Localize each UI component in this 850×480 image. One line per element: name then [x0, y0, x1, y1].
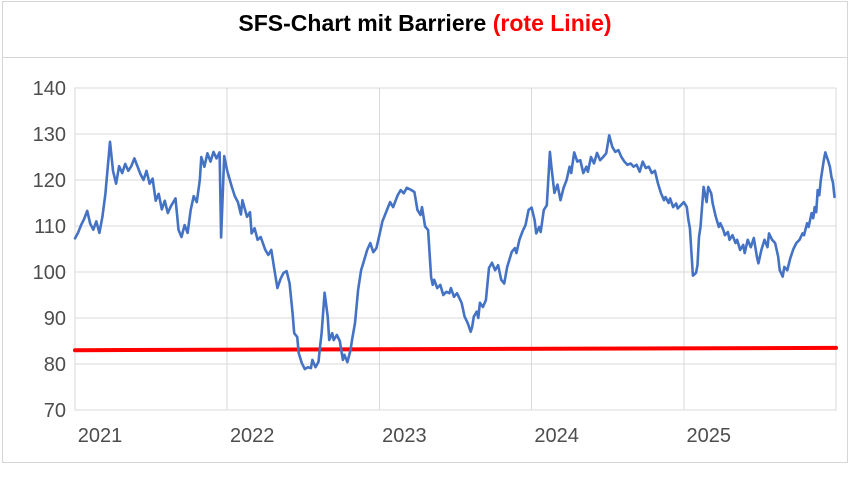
chart-title-highlight: (rote Linie) [492, 10, 612, 36]
y-tick-label: 70 [44, 400, 66, 422]
y-tick-label: 140 [33, 78, 66, 100]
y-tick-label: 120 [33, 170, 66, 192]
y-tick-label: 110 [34, 216, 66, 238]
x-tick-label: 2024 [534, 425, 579, 447]
x-tick-label: 2022 [230, 425, 275, 447]
series-line [73, 134, 836, 371]
y-tick-label: 130 [33, 124, 66, 146]
x-tick-label: 2025 [687, 425, 732, 447]
barrier-line [73, 345, 838, 353]
y-tick-label: 100 [33, 262, 66, 284]
chart-title: SFS-Chart mit Barriere (rote Linie) [0, 10, 850, 37]
y-tick-label: 90 [44, 308, 66, 330]
chart-title-main: SFS-Chart mit Barriere [238, 10, 493, 36]
chart-frame [2, 1, 848, 463]
x-tick-label: 2023 [382, 425, 427, 447]
x-tick-label: 2021 [78, 425, 123, 447]
title-divider [2, 57, 848, 58]
y-tick-label: 80 [44, 354, 66, 376]
plot-border [74, 87, 837, 411]
